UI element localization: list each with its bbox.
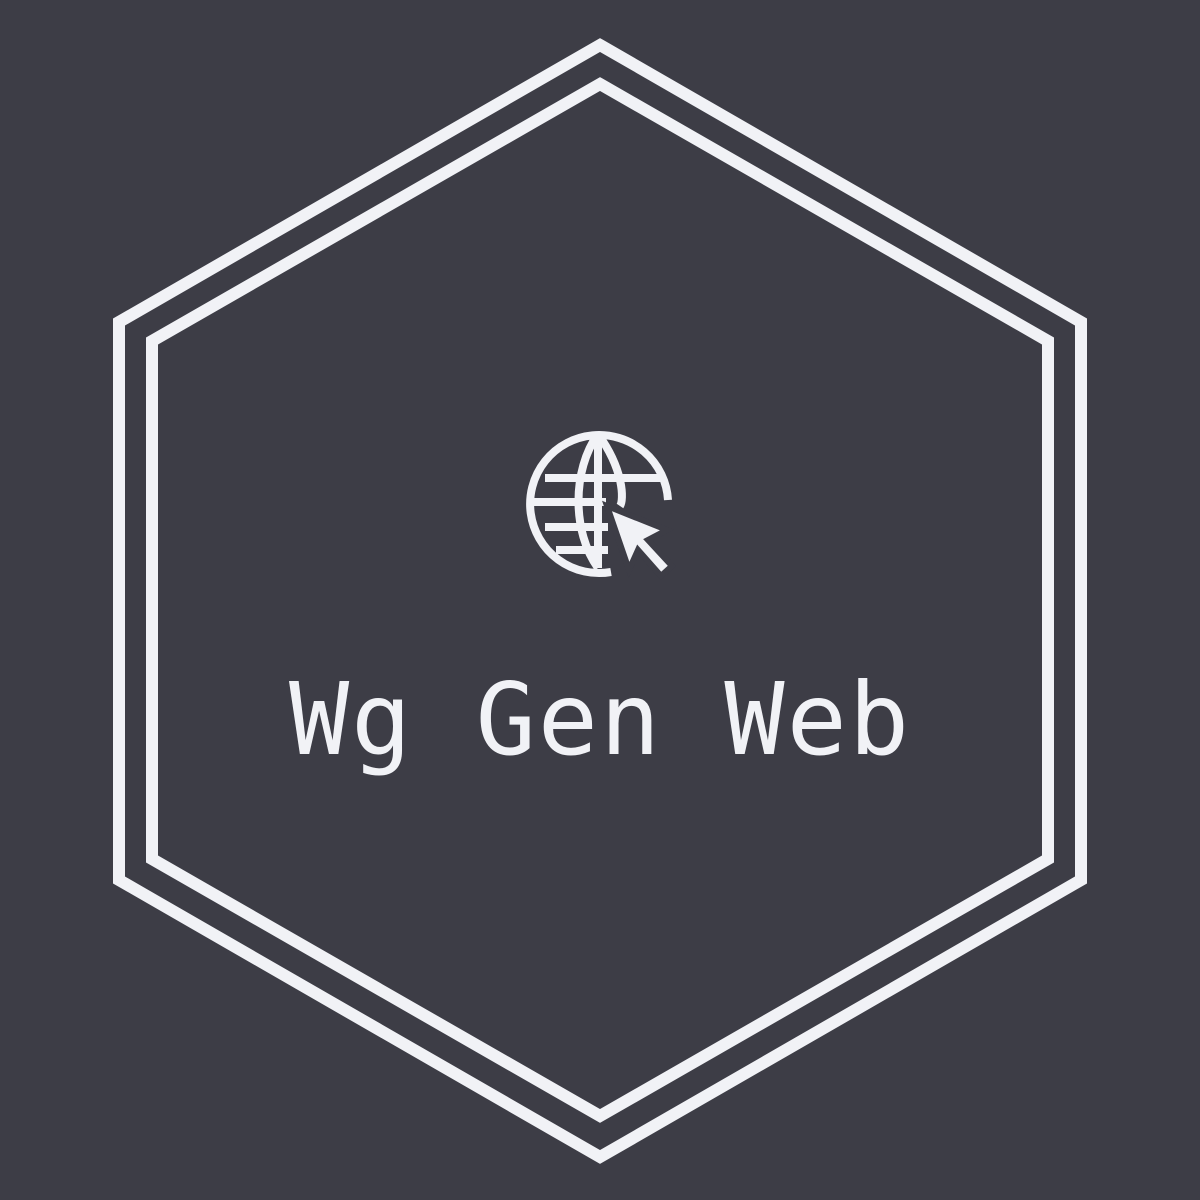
brand-name: Wg Gen Web <box>288 661 912 778</box>
inner-hexagon-frame <box>146 77 1054 1123</box>
cursor-arrow-icon <box>602 500 677 581</box>
globe-cursor-icon <box>526 431 672 578</box>
outer-hexagon-frame <box>113 38 1087 1164</box>
